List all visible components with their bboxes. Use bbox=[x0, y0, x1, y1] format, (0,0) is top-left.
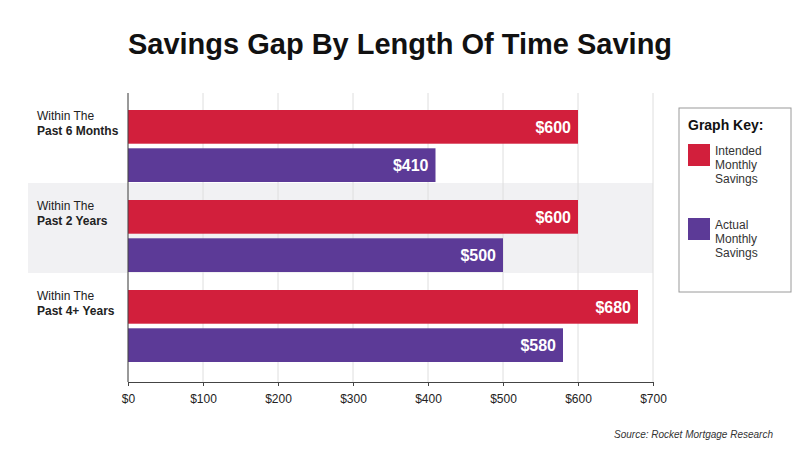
tick-mark bbox=[128, 382, 129, 386]
category-label: Within ThePast 4+ Years bbox=[37, 289, 115, 318]
data-label: $680 bbox=[595, 299, 631, 316]
category-labels: Within ThePast 6 MonthsWithin ThePast 2 … bbox=[37, 109, 119, 318]
data-label: $580 bbox=[520, 337, 556, 354]
bars bbox=[128, 110, 638, 362]
tick-label: $0 bbox=[122, 392, 136, 406]
category-label-line: Within The bbox=[37, 109, 94, 123]
category-label-line: Past 6 Months bbox=[37, 124, 119, 138]
category-label-line: Past 2 Years bbox=[37, 214, 108, 228]
legend-label-line: Monthly bbox=[715, 232, 757, 246]
tick-mark bbox=[353, 382, 354, 386]
x-axis-line bbox=[129, 382, 654, 383]
tick: $400 bbox=[415, 382, 442, 406]
tick-mark bbox=[503, 382, 504, 386]
tick-mark bbox=[578, 382, 579, 386]
grid-line bbox=[653, 93, 654, 382]
bar bbox=[128, 328, 563, 362]
tick: $300 bbox=[340, 382, 367, 406]
bar bbox=[128, 148, 436, 182]
data-label: $600 bbox=[535, 119, 571, 136]
bar bbox=[128, 200, 578, 234]
tick: $600 bbox=[565, 382, 592, 406]
y-axis-line bbox=[128, 93, 129, 382]
grid-line bbox=[128, 93, 129, 382]
legend-label-line: Actual bbox=[715, 218, 748, 232]
legend-swatch bbox=[688, 144, 710, 166]
legend-title: Graph Key: bbox=[688, 117, 763, 133]
bar bbox=[128, 238, 503, 272]
tick-mark bbox=[278, 382, 279, 386]
row-background bbox=[28, 183, 653, 273]
legend-label-line: Intended bbox=[715, 144, 762, 158]
legend-swatch bbox=[688, 218, 710, 240]
grid bbox=[128, 93, 653, 382]
tick-label: $500 bbox=[490, 392, 517, 406]
data-label: $500 bbox=[460, 247, 496, 264]
tick-label: $400 bbox=[415, 392, 442, 406]
category-label: Within ThePast 2 Years bbox=[37, 199, 108, 228]
tick: $200 bbox=[265, 382, 292, 406]
category-label-line: Past 4+ Years bbox=[37, 304, 115, 318]
tick-mark bbox=[653, 382, 654, 386]
legend-box bbox=[679, 108, 791, 292]
tick-label: $600 bbox=[565, 392, 592, 406]
category-label: Within ThePast 6 Months bbox=[37, 109, 119, 138]
tick-label: $100 bbox=[190, 392, 217, 406]
data-labels: $600 $600 $680 $410 $500 $580 bbox=[393, 119, 631, 354]
data-label: $600 bbox=[535, 209, 571, 226]
tick-label: $300 bbox=[340, 392, 367, 406]
tick: $500 bbox=[490, 382, 517, 406]
tick-label: $700 bbox=[640, 392, 667, 406]
chart: Savings Gap By Length Of Time Saving $600… bbox=[0, 0, 800, 476]
bar bbox=[128, 290, 638, 324]
legend: Graph Key:IntendedMonthlySavingsActualMo… bbox=[679, 108, 791, 292]
data-label: $410 bbox=[393, 157, 429, 174]
legend-label-line: Monthly bbox=[715, 158, 757, 172]
tick: $100 bbox=[190, 382, 217, 406]
legend-label: IntendedMonthlySavings bbox=[715, 144, 762, 186]
category-label-line: Within The bbox=[37, 199, 94, 213]
legend-label-line: Savings bbox=[715, 246, 758, 260]
bar bbox=[128, 110, 578, 144]
x-axis: $0 $100 $200 $300 $400 $500 $600 $700 bbox=[122, 382, 667, 406]
category-label-line: Within The bbox=[37, 289, 94, 303]
legend-label-line: Savings bbox=[715, 172, 758, 186]
tick-mark bbox=[428, 382, 429, 386]
tick: $0 bbox=[122, 382, 136, 406]
tick: $700 bbox=[640, 382, 667, 406]
tick-label: $200 bbox=[265, 392, 292, 406]
tick-mark bbox=[203, 382, 204, 386]
title: Savings Gap By Length Of Time Saving bbox=[128, 28, 672, 60]
source: Source: Rocket Mortgage Research bbox=[614, 429, 773, 440]
legend-label: ActualMonthlySavings bbox=[715, 218, 758, 260]
